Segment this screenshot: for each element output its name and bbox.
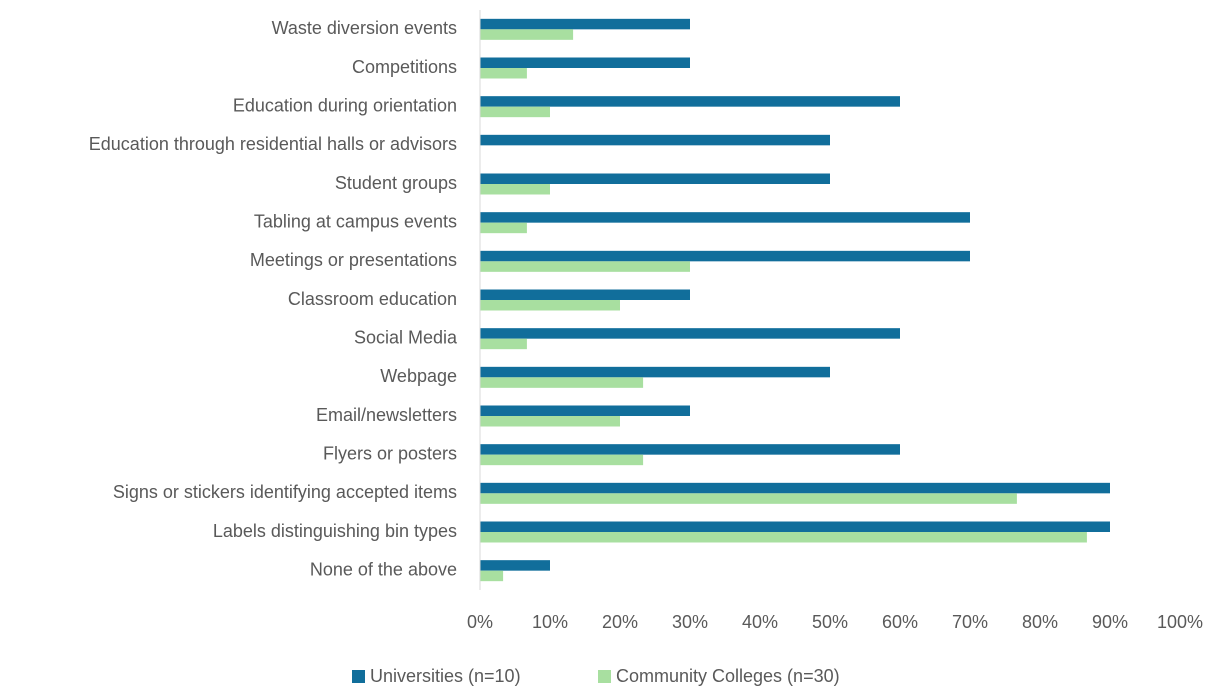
x-tick-label: 10% — [532, 612, 568, 632]
legend-label: Community Colleges (n=30) — [616, 666, 840, 686]
bar — [480, 300, 620, 311]
bar — [480, 68, 527, 79]
y-tick-label: Education during orientation — [233, 95, 457, 115]
y-tick-label: Tabling at campus events — [254, 211, 457, 231]
legend-swatch — [598, 670, 611, 683]
bar — [480, 328, 900, 339]
legend-swatch — [352, 670, 365, 683]
x-tick-label: 60% — [882, 612, 918, 632]
y-tick-label: Email/newsletters — [316, 405, 457, 425]
x-tick-label: 50% — [812, 612, 848, 632]
bar — [480, 338, 527, 350]
x-tick-label: 40% — [742, 612, 778, 632]
x-tick-label: 80% — [1022, 612, 1058, 632]
y-tick-label: Student groups — [335, 173, 457, 193]
y-tick-label: Signs or stickers identifying accepted i… — [113, 482, 457, 502]
bar — [480, 106, 550, 118]
bar — [480, 18, 690, 30]
y-tick-label: Social Media — [354, 327, 458, 347]
y-tick-label: Webpage — [380, 366, 457, 386]
x-tick-label: 90% — [1092, 612, 1128, 632]
bar — [480, 96, 900, 107]
bar — [480, 289, 690, 300]
bar — [480, 493, 1017, 504]
y-tick-label: None of the above — [310, 559, 457, 579]
y-tick-label: Flyers or posters — [323, 443, 457, 463]
bar — [480, 261, 690, 272]
y-tick-label: Competitions — [352, 57, 457, 77]
bar — [480, 405, 690, 416]
bar — [480, 173, 830, 184]
bar — [480, 250, 970, 262]
y-tick-label: Education through residential halls or a… — [89, 134, 457, 154]
legend-label: Universities (n=10) — [370, 666, 521, 686]
bar — [480, 454, 644, 466]
y-tick-label: Labels distinguishing bin types — [213, 521, 457, 541]
bar — [480, 570, 504, 582]
bar — [480, 521, 1110, 532]
bar — [480, 560, 550, 571]
x-tick-label: 100% — [1157, 612, 1203, 632]
x-tick-label: 0% — [467, 612, 493, 632]
bar — [480, 212, 970, 223]
bar — [480, 444, 900, 455]
bar — [480, 222, 527, 234]
bar — [480, 29, 574, 40]
x-tick-label: 70% — [952, 612, 988, 632]
x-tick-label: 20% — [602, 612, 638, 632]
y-tick-label: Meetings or presentations — [250, 250, 457, 270]
bar — [480, 532, 1087, 543]
bar — [480, 416, 620, 427]
y-tick-label: Classroom education — [288, 289, 457, 309]
bar — [480, 366, 830, 378]
bar — [480, 134, 830, 146]
bar — [480, 377, 644, 388]
bar — [480, 184, 550, 195]
x-tick-label: 30% — [672, 612, 708, 632]
bar — [480, 482, 1110, 494]
y-tick-label: Waste diversion events — [272, 18, 457, 38]
bar — [480, 57, 690, 68]
